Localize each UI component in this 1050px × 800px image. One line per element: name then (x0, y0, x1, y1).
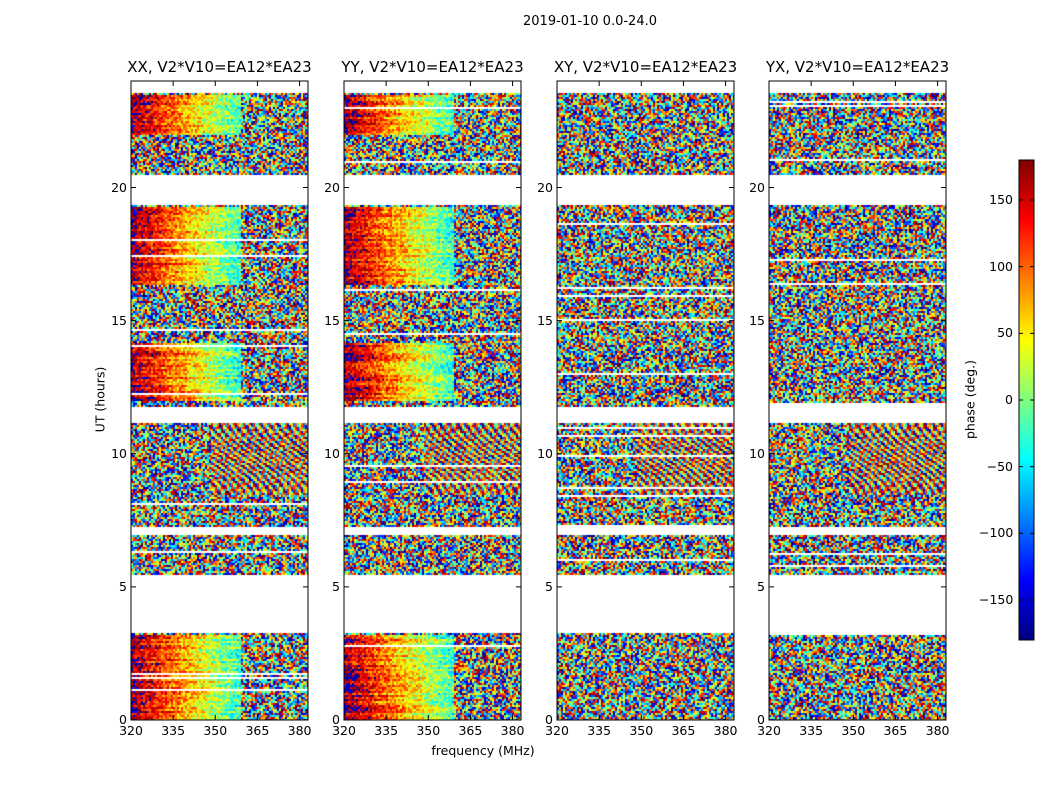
x-tick-label: 350 (841, 723, 866, 738)
x-tick-label: 380 (925, 723, 950, 738)
y-tick-label: 0 (332, 712, 340, 727)
x-tick-label: 350 (416, 723, 441, 738)
y-tick-label: 15 (111, 312, 127, 328)
figure-suptitle: 2019-01-10 0.0-24.0 (523, 14, 657, 29)
y-tick-label: 0 (119, 712, 127, 727)
x-tick-label: 350 (629, 723, 654, 738)
x-tick-label: 320 (332, 723, 356, 738)
x-tick-label: 380 (713, 723, 738, 738)
y-tick-label: 10 (749, 445, 765, 461)
colorbar-tick-label: 50 (997, 325, 1013, 341)
y-tick-label: 10 (324, 445, 340, 461)
x-tick-label: 365 (458, 723, 483, 738)
y-tick-label: 20 (111, 179, 127, 195)
x-tick-label: 320 (757, 723, 781, 738)
colorbar-tick-label: −100 (979, 525, 1014, 541)
y-tick-label: 10 (537, 445, 553, 461)
x-axis-label: frequency (MHz) (431, 743, 535, 758)
axes-frame (343, 80, 522, 721)
x-tick-label: 335 (799, 723, 824, 738)
y-tick-label: 20 (749, 179, 765, 195)
colorbar-label: phase (deg.) (962, 360, 978, 439)
panel-title-xy: XY, V2*V10=EA12*EA23 (553, 58, 738, 76)
x-tick-label: 335 (161, 723, 186, 738)
x-tick-label: 320 (545, 723, 569, 738)
heatmap-yx (769, 81, 946, 720)
x-tick-label: 365 (671, 723, 696, 738)
y-tick-label: 15 (537, 312, 553, 328)
y-tick-label: 0 (545, 712, 553, 727)
y-tick-label: 5 (757, 578, 765, 594)
x-tick-label: 350 (203, 723, 228, 738)
y-tick-label: 5 (545, 578, 553, 594)
heatmap-xy (557, 81, 734, 720)
colorbar-tick-label: 0 (1005, 392, 1013, 407)
panel-title-yx: YX, V2*V10=EA12*EA23 (765, 58, 950, 76)
x-tick-label: 335 (374, 723, 399, 738)
panel-title-xx: XX, V2*V10=EA12*EA23 (127, 58, 312, 76)
x-tick-label: 365 (245, 723, 270, 738)
y-tick-label: 15 (749, 312, 765, 328)
y-tick-label: 0 (757, 712, 765, 727)
heatmap-yy (344, 81, 521, 720)
panel-title-yy: YY, V2*V10=EA12*EA23 (341, 58, 524, 76)
y-tick-label: 5 (332, 578, 340, 594)
y-tick-label: 20 (537, 179, 553, 195)
colorbar-tick-label: −150 (979, 592, 1014, 607)
x-tick-label: 365 (883, 723, 908, 738)
x-tick-label: 335 (587, 723, 612, 738)
colorbar-tick-label: 100 (989, 258, 1013, 274)
axes-frame (130, 80, 309, 721)
colorbar (1019, 160, 1034, 640)
axes-frame (768, 80, 947, 721)
y-tick-label: 5 (119, 578, 127, 594)
colorbar-tick-label: −50 (986, 458, 1013, 474)
x-tick-label: 380 (287, 723, 312, 738)
y-tick-label: 20 (324, 179, 340, 195)
heatmap-xx (131, 81, 308, 720)
colorbar-tick-label: 150 (989, 192, 1013, 207)
y-tick-label: 10 (111, 445, 127, 461)
x-tick-label: 320 (119, 723, 143, 738)
x-tick-label: 380 (500, 723, 525, 738)
y-tick-label: 15 (324, 312, 340, 328)
axes-frame (556, 80, 735, 721)
